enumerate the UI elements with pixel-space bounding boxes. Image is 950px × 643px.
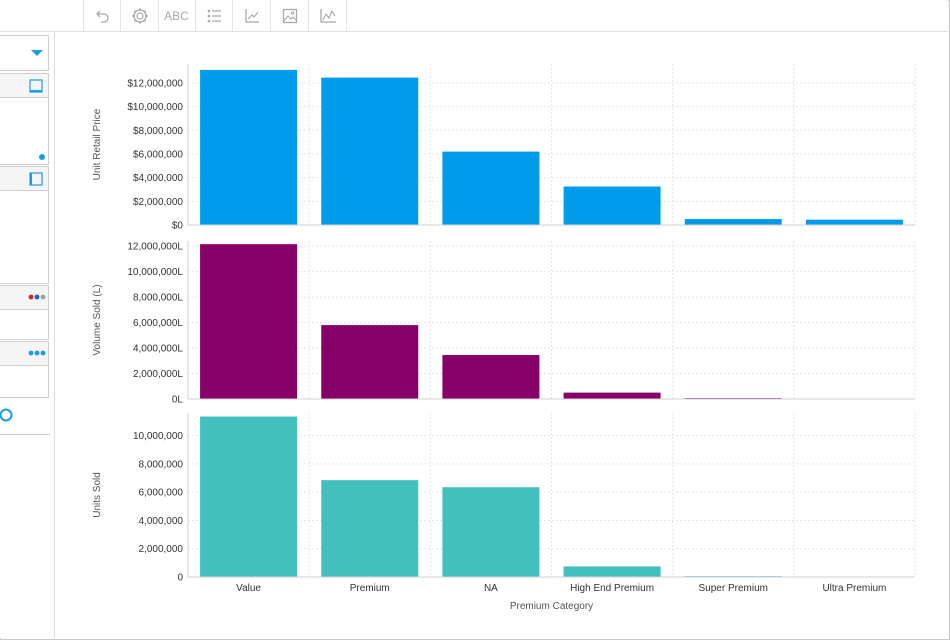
y-tick-label: 12,000,000L xyxy=(127,242,183,253)
bar-premium xyxy=(321,77,419,225)
labels-button[interactable]: ABC xyxy=(158,0,196,31)
section-header-colors[interactable] xyxy=(0,285,49,310)
handle-dot-icon[interactable] xyxy=(38,153,46,161)
bar-na xyxy=(442,151,540,225)
chevron-down-icon xyxy=(31,50,43,56)
bar-value xyxy=(200,416,298,577)
theme-button[interactable] xyxy=(121,0,159,31)
section-body-3 xyxy=(0,309,49,340)
section-header-bottom[interactable] xyxy=(0,73,49,98)
y-tick-label: $2,000,000 xyxy=(133,197,183,208)
y-tick-label: 0 xyxy=(177,573,183,584)
y-tick-label: 0L xyxy=(172,395,184,406)
x-tick-label: Premium xyxy=(350,583,390,594)
divider xyxy=(0,434,50,435)
axes-icon xyxy=(244,8,259,23)
bar-super-premium xyxy=(684,219,782,225)
toolbar-spacer xyxy=(0,0,84,31)
x-axis-label: Premium Category xyxy=(510,601,593,612)
y-tick-label: 10,000,000L xyxy=(127,267,183,278)
align-bottom-icon xyxy=(29,79,43,93)
x-tick-label: NA xyxy=(484,583,498,594)
y-tick-label: 2,000,000 xyxy=(139,544,184,555)
more-dots-icon xyxy=(28,350,46,356)
y-tick-label: 6,000,000 xyxy=(139,488,184,499)
y-tick-label: $8,000,000 xyxy=(133,126,183,137)
undo-icon xyxy=(95,10,109,23)
section-body-1 xyxy=(0,97,49,165)
y-axis-label: Volume Sold (L) xyxy=(92,284,103,355)
y-tick-label: 8,000,000L xyxy=(133,293,183,304)
x-tick-label: Ultra Premium xyxy=(822,583,886,594)
section-header-more[interactable] xyxy=(0,341,49,366)
y-tick-label: $4,000,000 xyxy=(133,173,183,184)
panel-volume-sold-l-: 0L 2,000,000L 4,000,000L 6,000,000L 8,000,00… xyxy=(92,241,916,406)
y-tick-label: 10,000,000 xyxy=(133,431,183,442)
bar-na xyxy=(442,487,540,577)
toolbar: ABC xyxy=(0,0,948,32)
y-tick-label: $0 xyxy=(172,221,184,232)
image-button[interactable] xyxy=(271,0,309,31)
y-tick-label: 4,000,000 xyxy=(139,516,184,527)
x-tick-label: Super Premium xyxy=(699,583,768,594)
bar-value xyxy=(200,69,298,225)
bar-na xyxy=(442,355,540,399)
y-tick-label: 8,000,000 xyxy=(139,459,184,470)
axes-button[interactable] xyxy=(233,0,271,31)
image-icon xyxy=(282,8,297,23)
panel-unit-retail-price: $0 $2,000,000 $4,000,000 $6,000,000 $8,000,0… xyxy=(92,64,916,232)
list-icon xyxy=(207,9,221,22)
abc-icon: ABC xyxy=(164,8,189,23)
bar-value xyxy=(200,244,298,399)
bar-premium xyxy=(321,325,419,399)
color-dots-icon xyxy=(28,294,46,300)
bar-high-end-premium xyxy=(563,392,661,399)
bar-premium xyxy=(321,480,419,577)
y-tick-label: 6,000,000L xyxy=(133,318,183,329)
y-tick-label: $12,000,000 xyxy=(127,78,183,89)
y-axis-label: Units Sold xyxy=(92,472,103,518)
dropdown-box[interactable] xyxy=(0,35,49,71)
x-tick-label: Value xyxy=(236,583,261,594)
side-panel xyxy=(0,32,55,638)
y-tick-label: $10,000,000 xyxy=(127,102,183,113)
y-tick-label: 2,000,000L xyxy=(133,369,183,380)
bar-ultra-premium xyxy=(805,219,903,225)
legend-button[interactable] xyxy=(195,0,233,31)
section-header-left[interactable] xyxy=(0,166,49,191)
chart-area: $0 $2,000,000 $4,000,000 $6,000,000 $8,000,0… xyxy=(55,32,948,638)
gear-icon xyxy=(131,7,148,24)
align-left-icon xyxy=(29,172,43,186)
line-chart-icon xyxy=(319,8,336,23)
y-tick-label: $6,000,000 xyxy=(133,149,183,160)
section-body-4 xyxy=(0,365,49,398)
bar-high-end-premium xyxy=(563,186,661,225)
y-tick-label: 4,000,000L xyxy=(133,344,183,355)
bar-high-end-premium xyxy=(563,566,661,577)
refresh-circle-icon[interactable] xyxy=(0,407,16,423)
y-axis-label: Unit Retail Price xyxy=(92,108,103,180)
x-tick-label: High End Premium xyxy=(570,583,654,594)
undo-button[interactable] xyxy=(83,0,121,31)
panel-units-sold: 0 2,000,000 4,000,000 6,000,000 8,000,000 10,… xyxy=(92,413,916,584)
chart-type-button[interactable] xyxy=(309,0,347,31)
chart-svg: $0 $2,000,000 $4,000,000 $6,000,000 $8,000,0… xyxy=(92,64,916,612)
section-body-2 xyxy=(0,190,49,284)
